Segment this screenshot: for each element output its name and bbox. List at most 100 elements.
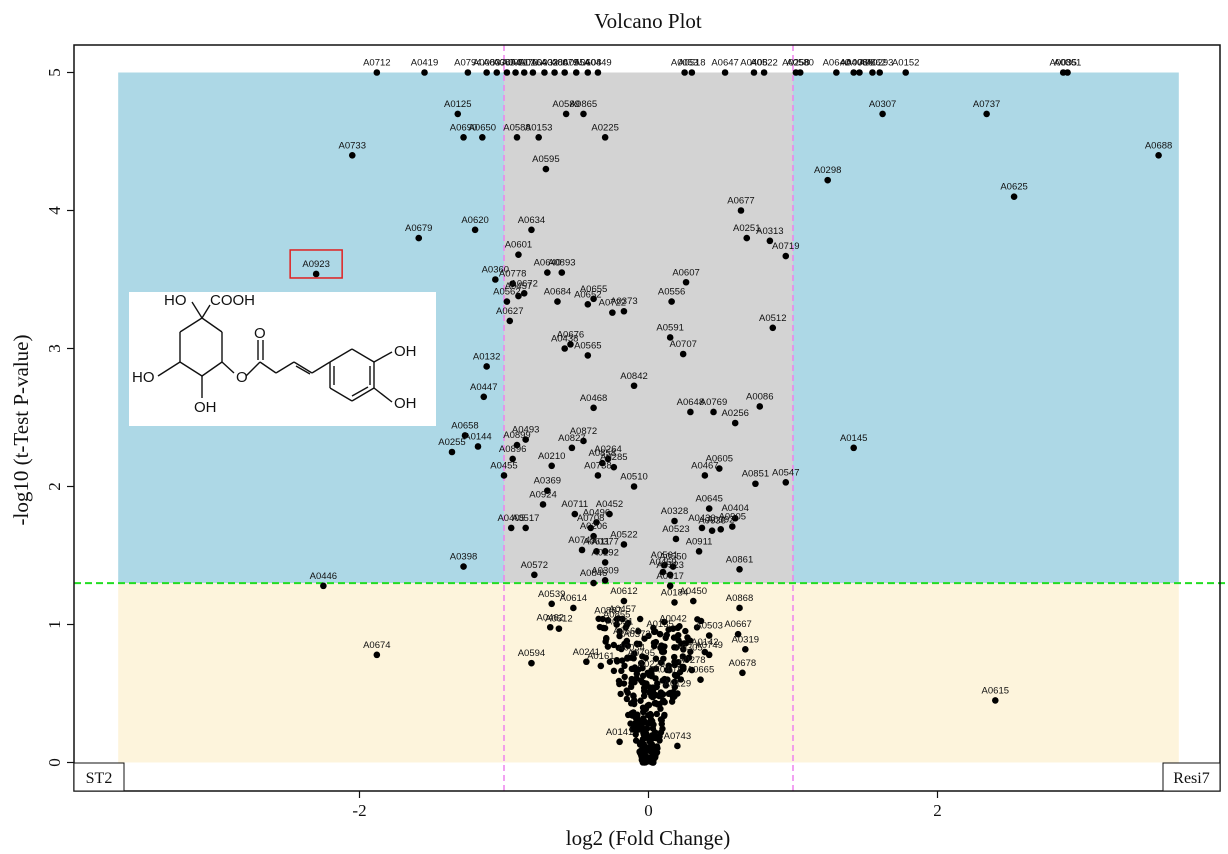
point-marker [620, 597, 628, 605]
point-marker [558, 269, 566, 276]
data-point: A0640 [534, 258, 561, 276]
point-label: A0323 [656, 560, 683, 571]
data-point: A0313 [756, 226, 784, 245]
cluster-point [616, 680, 623, 688]
point-marker [750, 69, 758, 76]
data-point: A0667 [724, 619, 752, 638]
cluster-point [652, 638, 660, 646]
cluster-point [665, 690, 673, 698]
bond [293, 361, 313, 374]
point-label: A0258 [782, 58, 809, 69]
data-point: A0467 [691, 460, 719, 479]
data-point: A0778 [499, 269, 526, 287]
central-region [504, 72, 793, 584]
point-marker [571, 510, 579, 518]
point-label: A0795 [628, 648, 655, 659]
point-marker [522, 436, 529, 443]
point-label: A0650 [469, 122, 496, 133]
point-marker [856, 69, 863, 76]
bond [157, 361, 181, 377]
point-label: A0640 [823, 58, 850, 69]
data-point: A0712 [363, 58, 391, 76]
data-point: A0612 [610, 586, 638, 605]
data-point: A0225 [591, 122, 619, 141]
x-tick-label: -2 [352, 801, 366, 820]
point-label: A0419 [411, 58, 438, 69]
cluster-point [618, 667, 625, 675]
data-point: A0658 [451, 420, 479, 439]
data-point: A0051 [502, 58, 529, 76]
cluster-point [610, 641, 618, 649]
point-label: A0645 [695, 494, 722, 505]
point-marker [601, 548, 609, 555]
data-point: A0518 [678, 58, 706, 76]
cluster-point [661, 618, 668, 626]
point-label: A0392 [707, 514, 734, 525]
data-point: A0054 [493, 58, 521, 76]
cluster-point [632, 731, 639, 738]
point-marker [513, 441, 521, 449]
cluster-point [613, 615, 621, 623]
point-marker [542, 165, 550, 173]
point-marker [544, 269, 551, 276]
point-marker [743, 234, 751, 242]
data-point: A0462 [536, 612, 564, 631]
point-label: A0707 [669, 339, 696, 350]
group-right-box [1162, 762, 1221, 792]
data-point: A0650 [469, 122, 496, 141]
cluster-point [671, 653, 678, 661]
point-label: A0225 [591, 122, 618, 133]
point-marker [609, 309, 616, 316]
data-point: A0923 [302, 259, 330, 278]
cluster-point [645, 632, 652, 640]
point-marker [869, 69, 876, 76]
data-point: A0522 [750, 58, 778, 76]
data-point: A0893 [548, 258, 576, 276]
cluster-point [653, 710, 661, 718]
cluster-point [634, 720, 641, 728]
point-marker [902, 69, 910, 76]
point-marker [500, 472, 508, 479]
point-label: A0858 [589, 448, 616, 459]
cluster-point [660, 655, 667, 662]
point-label: A0229 [638, 659, 665, 670]
cluster-point [627, 720, 634, 727]
data-point: A0868 [726, 593, 753, 612]
data-point: A0858 [589, 448, 616, 467]
data-point: A0285 [600, 452, 628, 471]
point-marker [509, 455, 516, 463]
data-point: A0309 [591, 565, 619, 584]
data-point: A0176 [510, 58, 538, 76]
structure-atom-label: O [236, 369, 248, 386]
point-label: A0722 [599, 298, 626, 309]
y-tick-label: 1 [45, 620, 64, 629]
point-label: A0305 [675, 643, 702, 654]
point-marker [461, 432, 469, 439]
data-point: A0319 [732, 634, 759, 653]
bond [329, 348, 353, 363]
point-marker [483, 363, 490, 370]
chlorogenic-acid-structure-image: HO COOH HO OH O O OH OH [129, 292, 436, 426]
data-point: A0620 [461, 215, 489, 234]
cluster-point [652, 628, 659, 635]
point-label: A0672 [510, 278, 537, 289]
data-point: A0625 [1000, 182, 1028, 200]
point-marker [1155, 152, 1162, 159]
y-tick-label: 3 [45, 344, 64, 353]
cluster-point [671, 678, 678, 686]
point-marker [541, 69, 548, 76]
point-marker [448, 448, 456, 456]
bond [259, 361, 277, 374]
point-label: A0539 [538, 589, 565, 600]
cluster-point [653, 743, 661, 750]
point-label: A0446 [310, 571, 337, 582]
point-marker [656, 630, 664, 638]
data-point: A0738 [584, 460, 612, 479]
cluster-point [662, 682, 670, 689]
data-point: A0512 [545, 614, 573, 632]
data-point: A0161 [587, 651, 615, 670]
point-label: A0142 [691, 637, 718, 648]
cluster-point [649, 725, 657, 732]
data-point: A0372 [623, 629, 651, 648]
point-label: A0861 [1054, 58, 1081, 69]
